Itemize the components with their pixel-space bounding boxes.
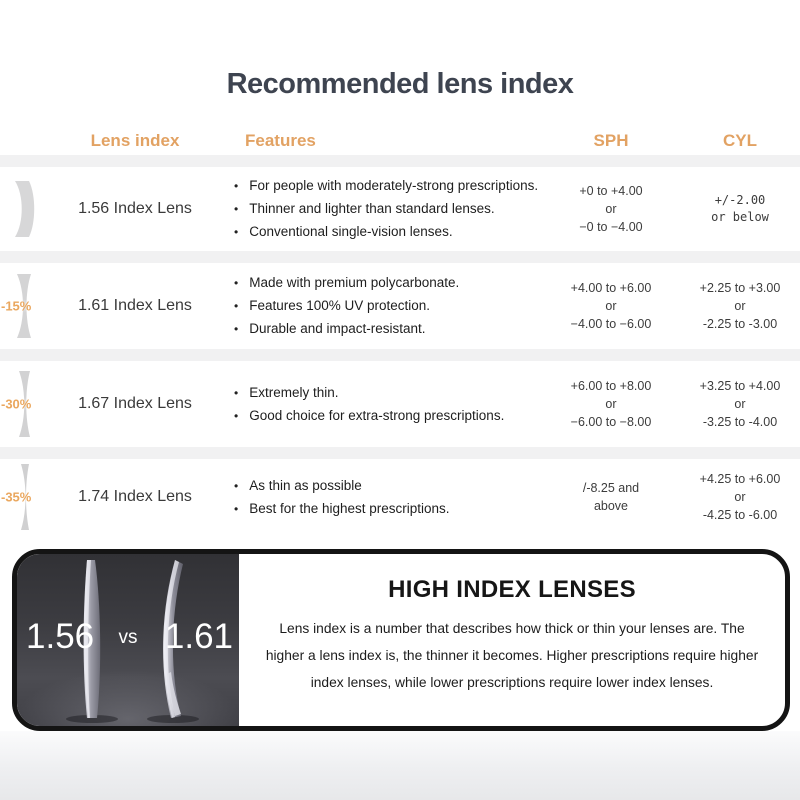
- high-index-lenses-panel: 1.56 vs 1.61 HIGH INDEX LENSES Lens inde…: [12, 549, 790, 731]
- cyl-range: +/-2.00 or below: [711, 192, 769, 224]
- table-row-1.74: -35% 1.74 Index Lens • As thin as possibl…: [0, 459, 800, 535]
- row-divider: [0, 447, 800, 459]
- col-header-sph: SPH: [593, 131, 629, 150]
- sph-range: +6.00 to +8.00 or −6.00 to −8.00: [570, 378, 652, 430]
- col-header-features: Features: [245, 131, 316, 150]
- discount-badge: -15%: [1, 298, 32, 314]
- feature-item: • Made with premium polycarbonate.: [234, 275, 460, 290]
- table-row-1.56: 1.56 Index Lens • For people with moderat…: [0, 167, 800, 251]
- lens-name: 1.74 Index Lens: [78, 488, 192, 505]
- bullet-icon: •: [234, 385, 239, 400]
- table-row-1.61: -15% 1.61 Index Lens • Made with premium …: [0, 263, 800, 349]
- discount-badge: -30%: [1, 396, 32, 412]
- thin-lens-icon: [19, 371, 30, 437]
- row-divider: [0, 251, 800, 263]
- lens-name: 1.61 Index Lens: [78, 297, 192, 314]
- feature-item: • As thin as possible: [234, 477, 362, 493]
- features-list: • Made with premium polycarbonate. • Featu…: [220, 269, 542, 343]
- footer-background: [0, 731, 800, 800]
- table-header-row: Lens index Features SPH CYL: [0, 127, 800, 155]
- lens-thickness-icon: -35%: [0, 459, 50, 535]
- feature-item: • Best for the highest prescriptions.: [234, 500, 450, 516]
- row-divider: [0, 155, 800, 167]
- bullet-icon: •: [234, 225, 239, 239]
- sph-range: /-8.25 and above: [582, 480, 640, 513]
- thinner-lens-icon: [17, 274, 31, 338]
- thinnest-lens-icon: [21, 464, 29, 530]
- cyl-range: +2.25 to +3.00 or -2.25 to -3.00: [699, 280, 781, 332]
- feature-item: • For people with moderately-strong presc…: [234, 178, 539, 193]
- lens-1.61-label: 1.61: [164, 616, 233, 656]
- page-title: Recommended lens index: [226, 68, 574, 100]
- feature-item: • Good choice for extra-strong prescripti…: [234, 407, 505, 423]
- lens-name: 1.56 Index Lens: [78, 200, 192, 217]
- feature-item: • Conventional single-vision lenses.: [234, 224, 453, 239]
- lens-comparison-photo: 1.56 vs 1.61: [17, 554, 239, 726]
- bullet-icon: •: [234, 276, 239, 290]
- row-divider: [0, 349, 800, 361]
- bullet-icon: •: [234, 501, 239, 516]
- lens-profiles-illustration: [66, 560, 199, 723]
- bullet-icon: •: [234, 478, 239, 493]
- feature-item: • Features 100% UV protection.: [234, 298, 431, 313]
- lens-name: 1.67 Index Lens: [78, 395, 192, 412]
- high-index-info: HIGH INDEX LENSES Lens index is a number…: [239, 554, 785, 726]
- thick-lens-icon: [15, 181, 35, 237]
- features-list: • As thin as possible • Best for the highe…: [220, 472, 542, 523]
- sph-range: +0 to +4.00 or −0 to −4.00: [579, 183, 643, 235]
- lens-thickness-icon: -30%: [0, 361, 50, 447]
- bullet-icon: •: [234, 322, 239, 336]
- sph-range: +4.00 to +6.00 or −4.00 to −6.00: [570, 280, 652, 332]
- lens-1.56-label: 1.56: [26, 616, 95, 656]
- features-list: • For people with moderately-strong presc…: [220, 172, 542, 246]
- panel-body-text: Lens index is a number that describes ho…: [265, 621, 759, 690]
- discount-badge: -35%: [1, 489, 32, 505]
- features-list: • Extremely thin. • Good choice for extra-…: [220, 379, 542, 430]
- bullet-icon: •: [234, 299, 239, 313]
- bullet-icon: •: [234, 179, 239, 193]
- bullet-icon: •: [234, 202, 239, 216]
- table-row-1.67: -30% 1.67 Index Lens • Extremely thin. • G…: [0, 361, 800, 447]
- feature-item: • Durable and impact-resistant.: [234, 321, 426, 336]
- feature-item: • Extremely thin.: [234, 384, 339, 400]
- col-header-lens-index: Lens index: [90, 131, 180, 150]
- bullet-icon: •: [234, 408, 239, 423]
- feature-item: • Thinner and lighter than standard lense…: [234, 201, 495, 216]
- panel-heading: HIGH INDEX LENSES: [388, 576, 636, 603]
- col-header-cyl: CYL: [723, 131, 757, 150]
- vs-label: vs: [118, 627, 138, 649]
- lens-thickness-icon: [0, 167, 50, 251]
- cyl-range: +3.25 to +4.00 or -3.25 to -4.00: [699, 378, 781, 430]
- lens-thickness-icon: -15%: [0, 263, 50, 349]
- cyl-range: +4.25 to +6.00 or -4.25 to -6.00: [699, 471, 781, 523]
